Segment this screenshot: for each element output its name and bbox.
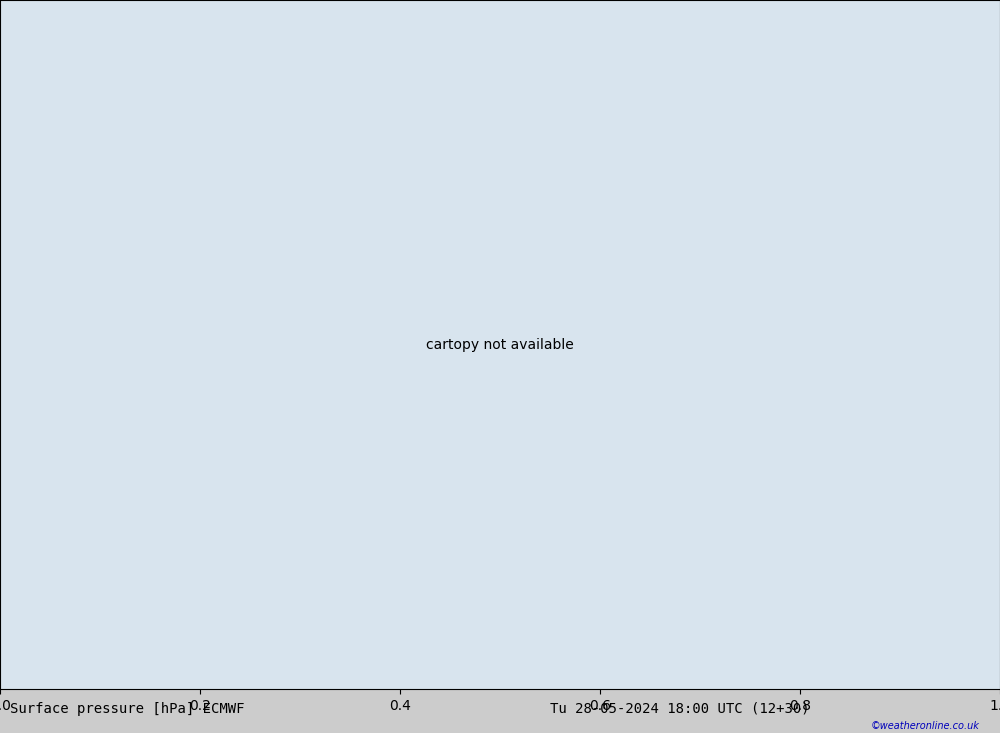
Text: Tu 28-05-2024 18:00 UTC (12+30): Tu 28-05-2024 18:00 UTC (12+30): [550, 701, 810, 716]
Text: ©weatheronline.co.uk: ©weatheronline.co.uk: [871, 721, 980, 732]
Text: Surface pressure [hPa] ECMWF: Surface pressure [hPa] ECMWF: [10, 701, 244, 716]
Text: cartopy not available: cartopy not available: [426, 337, 574, 352]
